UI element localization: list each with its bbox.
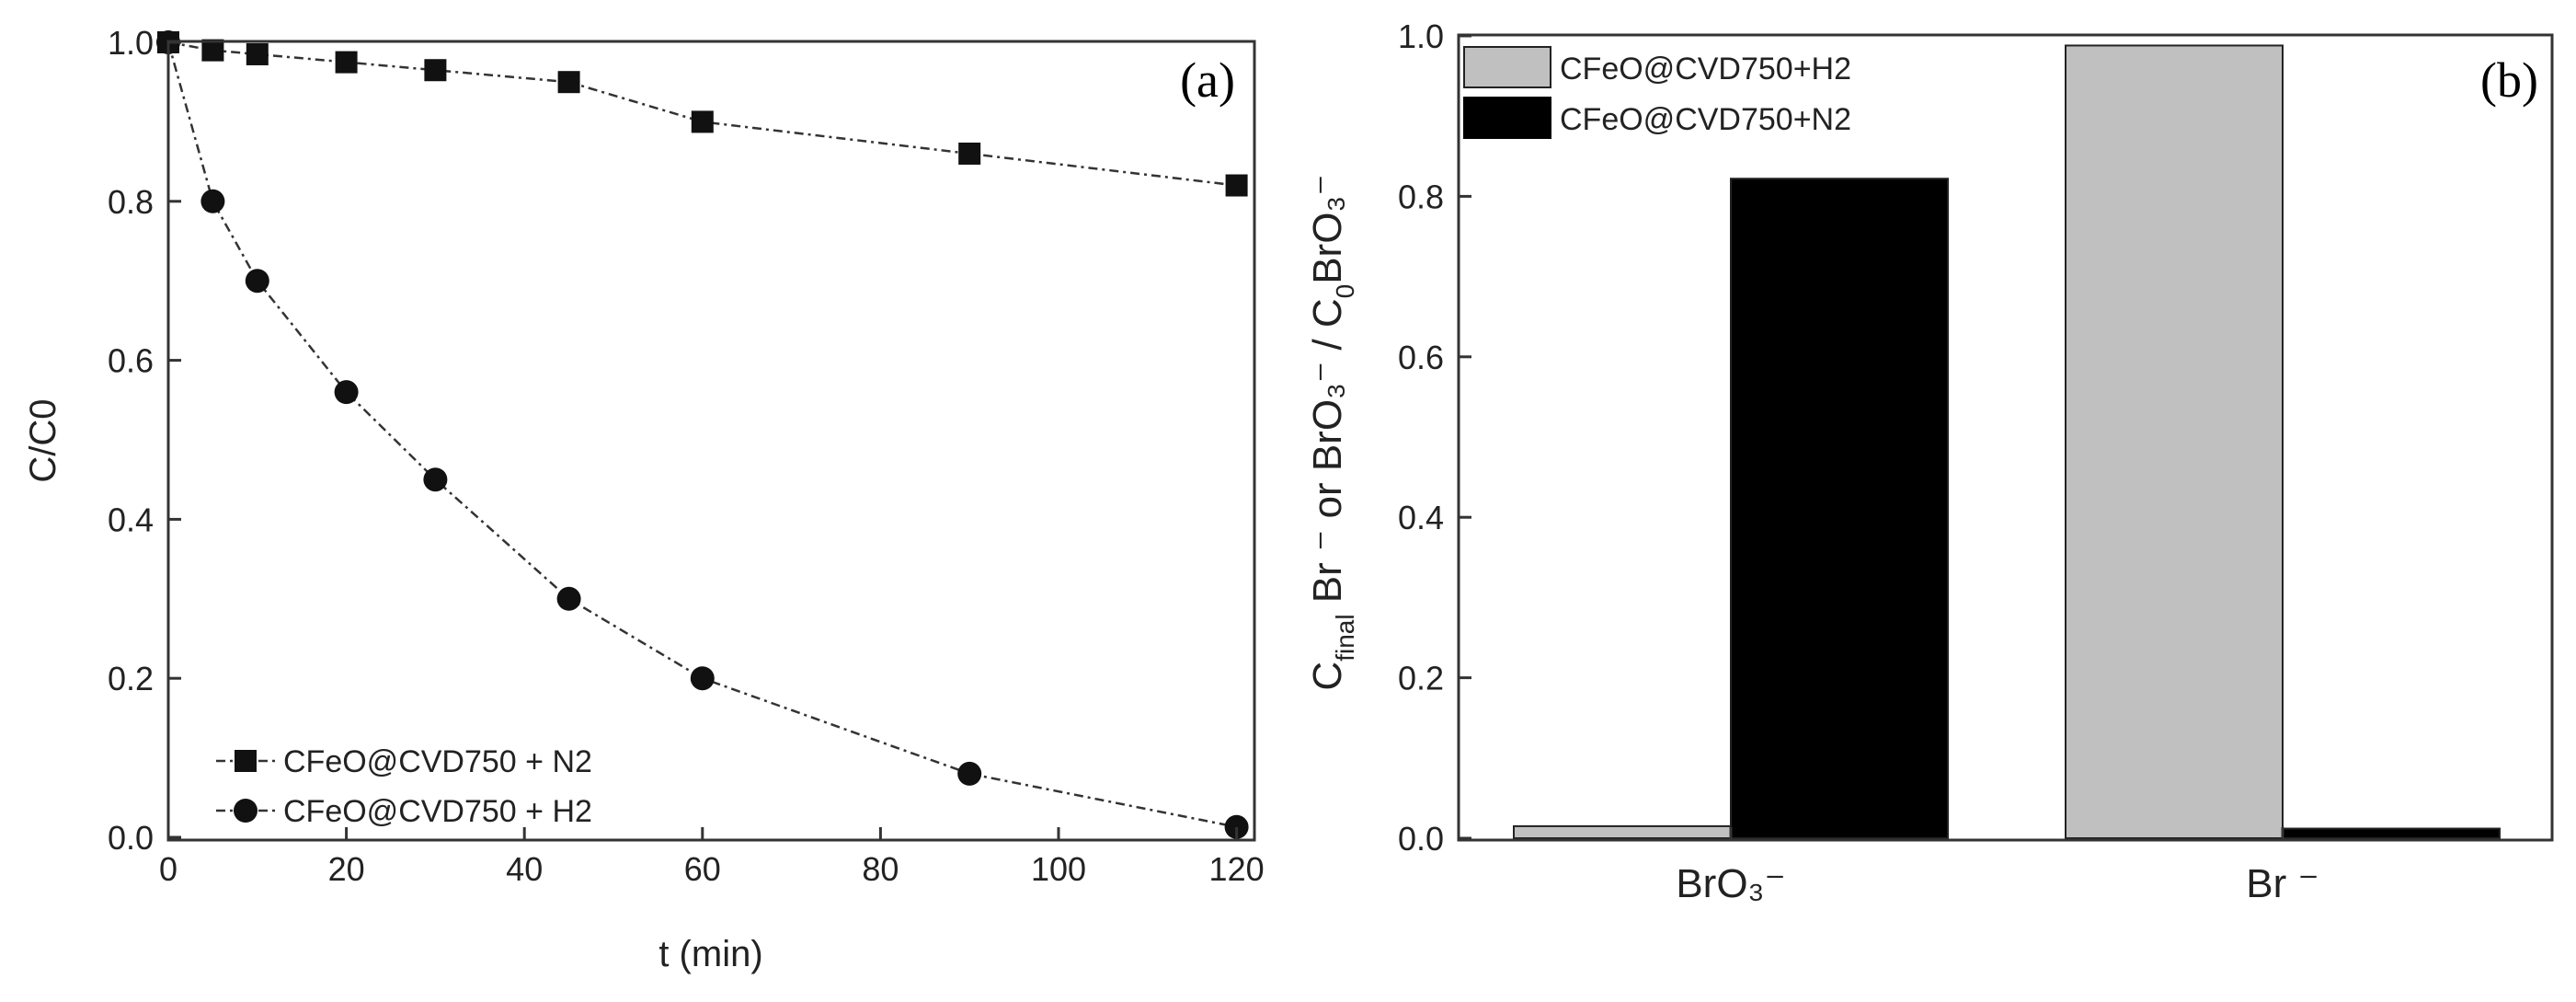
series-line-h2 <box>166 41 1237 828</box>
ylabel-middle: Br ⁻ or BrO₃⁻ / C <box>1305 298 1350 614</box>
x-tick-label: 0 <box>159 850 177 888</box>
y-tick-label: 0.6 <box>108 342 154 380</box>
x-tick-label: 20 <box>328 850 365 888</box>
h2-circle-marker <box>200 189 225 213</box>
n2-square-marker <box>691 110 714 133</box>
ylabel-c: C <box>1305 662 1350 691</box>
y-tick-label: 0.0 <box>108 819 154 857</box>
panel-b-category-labels: BrO₃⁻ Br ⁻ <box>1676 827 2319 906</box>
legend-b-swatch-h2 <box>1463 46 1551 88</box>
y-tick-label: 1.0 <box>1398 17 1444 55</box>
x-tick-label: 100 <box>1031 850 1086 888</box>
n2-square-marker <box>1225 174 1248 197</box>
h2-circle-marker <box>334 380 359 405</box>
y-tick-label: 0.8 <box>108 183 154 221</box>
n2-square-marker <box>201 39 224 62</box>
panel-a-line-chart: 0 20 40 60 80 100 120 0.0 0.2 0.4 0.6 0.8 1.0 (a) t… <box>23 24 1265 974</box>
panel-b-bars <box>1513 44 2501 840</box>
panel-b-label: (b) <box>2480 52 2538 108</box>
legend-b-label-h2: CFeO@CVD750+H2 <box>1560 52 1851 86</box>
h2-circle-marker <box>957 761 982 786</box>
legend-b-label-n2: CFeO@CVD750+N2 <box>1560 102 1851 137</box>
x-tick-label: 80 <box>862 850 899 888</box>
bar-h2-bro3 <box>1513 824 1732 839</box>
x-tick-label: 40 <box>506 850 543 888</box>
panel-b-plot-frame <box>1457 33 2554 842</box>
h2-circle-marker <box>556 586 581 611</box>
panel-a-x-axis-label: t (min) <box>658 934 762 974</box>
legend-a-label-h2: CFeO@CVD750 + H2 <box>283 794 592 829</box>
panel-a-y-ticks: 0.0 0.2 0.4 0.6 0.8 1.0 <box>108 24 181 857</box>
y-tick-label: 0.4 <box>108 501 154 538</box>
h2-circle-marker <box>245 269 269 294</box>
y-tick-label: 0.8 <box>1398 178 1444 215</box>
panel-a-y-axis-label: C/C0 <box>23 398 63 482</box>
legend-a-square-marker <box>235 750 257 772</box>
h2-circle-marker <box>1224 814 1249 839</box>
panel-b-y-ticks: 0.0 0.2 0.4 0.6 0.8 1.0 <box>1398 17 1471 858</box>
n2-square-marker <box>958 142 981 165</box>
ylabel-final-subscript: final <box>1331 614 1359 661</box>
y-tick-label: 1.0 <box>108 24 154 62</box>
legend-b-swatch-n2 <box>1463 97 1551 139</box>
bar-h2-br <box>2065 44 2284 840</box>
n2-square-marker <box>246 42 269 65</box>
category-label: Br ⁻ <box>2246 861 2318 906</box>
panel-a-label: (a) <box>1180 52 1235 108</box>
y-tick-label: 0.6 <box>1398 339 1444 376</box>
y-tick-label: 0.0 <box>1398 820 1444 858</box>
category-label: BrO₃⁻ <box>1676 861 1785 906</box>
bar-n2-bro3 <box>1730 178 1949 839</box>
panel-a-markers <box>156 30 1249 839</box>
panel-b-legend: CFeO@CVD750+H2 CFeO@CVD750+N2 <box>1463 46 1851 139</box>
bar-n2-br <box>2282 827 2501 840</box>
h2-circle-marker <box>423 467 448 492</box>
y-tick-label: 0.4 <box>1398 499 1444 536</box>
panel-a-x-ticks: 0 20 40 60 80 100 120 <box>159 827 1265 888</box>
panel-b-y-axis-label: Cfinal Br ⁻ or BrO₃⁻ / C0BrO₃⁻ <box>1305 174 1359 690</box>
ylabel-zero-subscript: 0 <box>1331 284 1359 299</box>
legend-a-label-n2: CFeO@CVD750 + N2 <box>283 744 592 779</box>
n2-square-marker <box>557 71 580 94</box>
n2-square-marker <box>335 51 358 74</box>
h2-circle-marker <box>690 666 715 691</box>
x-tick-label: 120 <box>1209 850 1265 888</box>
panel-a-plot-frame <box>166 40 1256 842</box>
panel-a-legend: CFeO@CVD750 + N2 CFeO@CVD750 + H2 <box>216 744 592 829</box>
y-tick-label: 0.2 <box>108 660 154 697</box>
panel-a-series-lines <box>166 40 1237 828</box>
ylabel-end: BrO₃⁻ <box>1305 174 1350 283</box>
legend-a-circle-marker <box>234 799 258 823</box>
x-tick-label: 60 <box>684 850 721 888</box>
n2-square-marker <box>424 59 447 82</box>
panel-b-bar-chart: 0.0 0.2 0.4 0.6 0.8 1.0 BrO₃⁻ Br ⁻ (b) Cfinal … <box>1305 17 2554 906</box>
y-tick-label: 0.2 <box>1398 660 1444 697</box>
